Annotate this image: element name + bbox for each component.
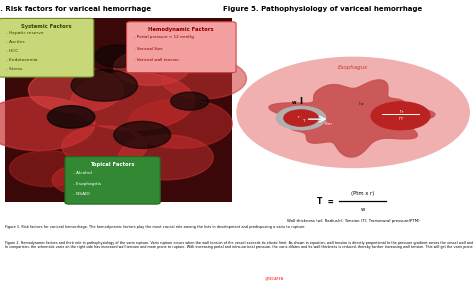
Text: - Portal pressure > 12 mmHg: - Portal pressure > 12 mmHg (134, 35, 194, 39)
Text: - Endotoxemia: - Endotoxemia (6, 58, 37, 62)
Text: (Ptm x r): (Ptm x r) (351, 191, 374, 196)
Circle shape (171, 92, 209, 110)
Text: ↑T: ↑T (397, 117, 404, 121)
Text: I: I (300, 97, 302, 106)
Circle shape (95, 45, 142, 67)
Circle shape (0, 97, 95, 151)
Text: r: r (298, 115, 300, 119)
Polygon shape (269, 80, 435, 157)
Text: - HCC: - HCC (6, 49, 18, 53)
Text: Systemic Factors: Systemic Factors (21, 24, 72, 29)
Text: Figure 4. Risk factors for variceal hemorrhage: Figure 4. Risk factors for variceal hemo… (0, 6, 151, 12)
Circle shape (47, 106, 95, 128)
Circle shape (128, 99, 232, 148)
Text: Figure 2. Hemodynamic factors and their role in pathophysiology of the varix rup: Figure 2. Hemodynamic factors and their … (5, 241, 474, 249)
Text: Esophagus: Esophagus (338, 65, 368, 70)
Circle shape (62, 126, 147, 166)
Text: Figure 5. Pathophysiology of variceal hemorrhage: Figure 5. Pathophysiology of variceal he… (223, 6, 422, 12)
Text: - Stress: - Stress (6, 67, 23, 71)
Circle shape (52, 164, 118, 196)
Circle shape (276, 106, 326, 130)
Text: - Hepatic reserve: - Hepatic reserve (6, 31, 44, 35)
Text: Figure 1. Risk factors for variceal hemorrhage. The hemodynamic factors play the: Figure 1. Risk factors for variceal hemo… (5, 225, 305, 229)
Circle shape (118, 135, 213, 180)
Circle shape (9, 151, 85, 187)
Circle shape (71, 70, 137, 101)
Text: - Variceal wall tension: - Variceal wall tension (134, 58, 179, 62)
Bar (5, 18, 232, 202)
Text: @RECAPEN: @RECAPEN (265, 277, 284, 280)
Text: - Ascites: - Ascites (6, 40, 25, 44)
Text: ↑r: ↑r (398, 110, 403, 114)
FancyBboxPatch shape (127, 22, 236, 72)
Text: - Variceal Size: - Variceal Size (134, 47, 163, 51)
FancyBboxPatch shape (65, 157, 160, 204)
Text: Wall thickness (w); Radius(r); Tension (T); Transmural pressure(PTM): Wall thickness (w); Radius(r); Tension (… (287, 219, 419, 223)
Text: - NSAID: - NSAID (73, 192, 90, 196)
Text: Ptm: Ptm (325, 122, 332, 126)
Text: T: T (302, 119, 305, 123)
Circle shape (161, 58, 246, 99)
Circle shape (237, 57, 469, 167)
Text: Topical Factors: Topical Factors (91, 162, 135, 167)
Text: w: w (292, 100, 296, 105)
Text: ↑w: ↑w (357, 102, 364, 106)
Text: - Esophagitis: - Esophagitis (73, 182, 101, 186)
Circle shape (28, 67, 123, 112)
Circle shape (71, 72, 194, 130)
Circle shape (371, 102, 430, 130)
FancyBboxPatch shape (0, 19, 94, 77)
Circle shape (284, 110, 318, 126)
Text: T  =: T = (317, 197, 334, 206)
Text: - Alcohol: - Alcohol (73, 171, 92, 175)
Circle shape (114, 49, 190, 85)
Text: Hemodynamic Factors: Hemodynamic Factors (148, 27, 214, 32)
Text: w: w (361, 207, 365, 212)
Circle shape (114, 121, 171, 148)
